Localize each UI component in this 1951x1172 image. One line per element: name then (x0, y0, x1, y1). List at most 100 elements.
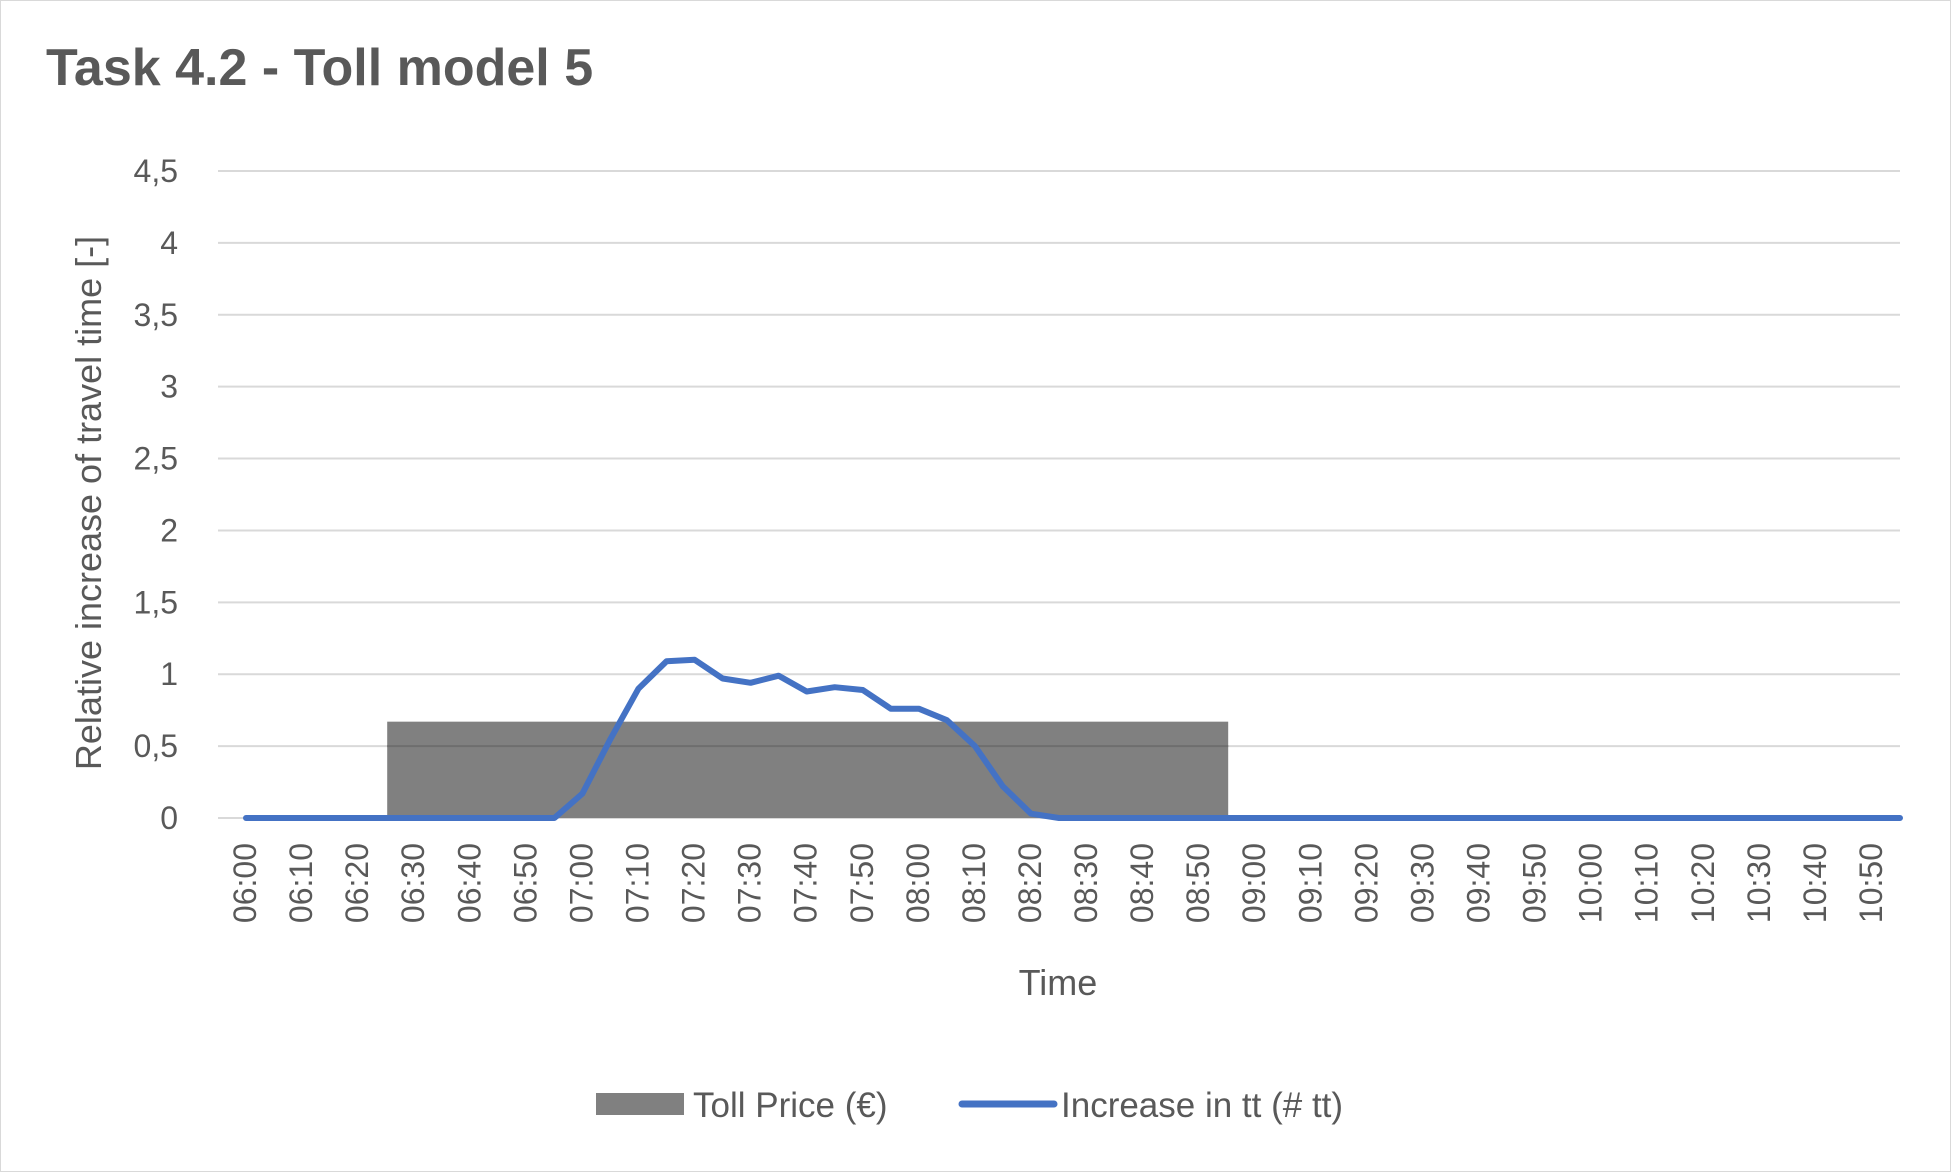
y-tick-label: 2 (160, 512, 178, 548)
increase-tt-point (834, 686, 836, 688)
x-tick-label: 09:50 (1517, 843, 1553, 923)
legend-swatch-toll-price (596, 1093, 684, 1115)
increase-tt-point (1759, 817, 1761, 819)
x-tick-label: 07:50 (844, 843, 880, 923)
legend-label-toll-price: Toll Price (€) (693, 1086, 887, 1125)
increase-tt-point (1422, 817, 1424, 819)
increase-tt-point (1310, 817, 1312, 819)
increase-tt-point (694, 659, 696, 661)
increase-tt-point (1815, 817, 1817, 819)
increase-tt-point (525, 817, 527, 819)
increase-tt-point (778, 675, 780, 677)
increase-tt-point (385, 817, 387, 819)
increase-tt-point (1170, 817, 1172, 819)
increase-tt-point (329, 817, 331, 819)
increase-tt-point (1058, 817, 1060, 819)
increase-tt-point (1366, 817, 1368, 819)
increase-tt-point (1030, 813, 1032, 815)
increase-tt-point (1142, 817, 1144, 819)
increase-tt-point (301, 817, 303, 819)
x-tick-label: 09:00 (1236, 843, 1272, 923)
increase-tt-point (413, 817, 415, 819)
increase-tt-point (974, 745, 976, 747)
chart-title: Task 4.2 - Toll model 5 (46, 39, 594, 97)
x-tick-label: 08:40 (1124, 843, 1160, 923)
increase-tt-point (497, 817, 499, 819)
increase-tt-point (1114, 817, 1116, 819)
x-tick-label: 10:40 (1797, 843, 1833, 923)
x-tick-label: 06:20 (339, 843, 375, 923)
increase-tt-point (890, 708, 892, 710)
x-tick-label: 08:30 (1068, 843, 1104, 923)
y-tick-label: 1,5 (134, 584, 178, 620)
x-tick-label: 10:30 (1741, 843, 1777, 923)
bar-series (387, 721, 1229, 818)
increase-tt-point (1479, 817, 1480, 819)
x-axis-title: Time (1019, 962, 1098, 1003)
increase-tt-point (1254, 817, 1256, 819)
increase-tt-point (581, 793, 583, 795)
x-tick-label: 10:10 (1629, 843, 1665, 923)
x-tick-label: 08:00 (900, 843, 936, 923)
x-tick-label: 09:30 (1404, 843, 1440, 923)
increase-tt-point (918, 708, 920, 710)
x-tick-label: 10:00 (1573, 843, 1609, 923)
x-tick-label: 06:00 (227, 843, 263, 923)
y-tick-label: 2,5 (134, 441, 178, 477)
increase-tt-point (357, 817, 359, 819)
increase-tt-point (1002, 785, 1004, 787)
x-axis-ticks: 06:00 06:10 06:20 06:30 06:40 06:50 07:00 07:10… (227, 843, 1889, 923)
increase-tt-point (638, 688, 639, 690)
y-tick-label: 4 (160, 225, 178, 261)
y-tick-label: 0,5 (134, 728, 178, 764)
x-tick-label: 06:50 (507, 843, 543, 923)
x-tick-label: 07:30 (732, 843, 768, 923)
x-tick-label: 06:10 (283, 843, 319, 923)
x-tick-label: 08:20 (1012, 843, 1048, 923)
increase-tt-point (1198, 817, 1200, 819)
increase-tt-point (946, 719, 948, 721)
increase-tt-point (1703, 817, 1705, 819)
y-axis-ticks: 0 0,5 1 1,5 2 2,5 3 3,5 4 4,5 (134, 153, 178, 836)
x-tick-label: 07:00 (563, 843, 599, 923)
toll-price-bar (387, 721, 1229, 818)
x-tick-label: 09:20 (1348, 843, 1384, 923)
x-tick-label: 07:20 (676, 843, 712, 923)
increase-tt-point (553, 817, 555, 819)
increase-tt-point (1086, 817, 1088, 819)
x-tick-label: 09:40 (1461, 843, 1497, 923)
x-tick-label: 10:20 (1685, 843, 1721, 923)
x-tick-label: 07:10 (620, 843, 656, 923)
gridlines (218, 170, 1900, 819)
x-tick-label: 08:10 (956, 843, 992, 923)
line-series (243, 656, 1903, 821)
y-tick-label: 3 (160, 369, 178, 405)
increase-tt-point (1647, 817, 1649, 819)
y-tick-label: 1 (160, 656, 178, 692)
x-tick-label: 06:30 (395, 843, 431, 923)
increase-tt-point (441, 817, 443, 819)
legend: Toll Price (€) Increase in tt (# tt) (596, 1086, 1343, 1125)
increase-tt-point (609, 738, 611, 740)
y-axis-title: Relative increase of travel time [-] (68, 236, 109, 770)
increase-tt-point (469, 817, 471, 819)
increase-tt-point (722, 678, 724, 680)
y-tick-label: 4,5 (134, 153, 178, 189)
increase-tt-point (666, 660, 668, 662)
x-tick-label: 10:50 (1853, 843, 1889, 923)
increase-tt-point (273, 817, 275, 819)
x-tick-label: 08:50 (1180, 843, 1216, 923)
legend-label-increase-tt: Increase in tt (# tt) (1061, 1086, 1343, 1125)
x-tick-label: 09:10 (1292, 843, 1328, 923)
increase-tt-point (245, 817, 247, 819)
increase-tt-point (862, 689, 864, 691)
increase-tt-point (750, 682, 752, 684)
increase-tt-point (1899, 817, 1901, 819)
x-tick-label: 06:40 (451, 843, 487, 923)
increase-tt-point (1226, 817, 1228, 819)
increase-tt-point (806, 690, 808, 692)
y-tick-label: 0 (160, 800, 178, 836)
increase-tt-point (1591, 817, 1593, 819)
